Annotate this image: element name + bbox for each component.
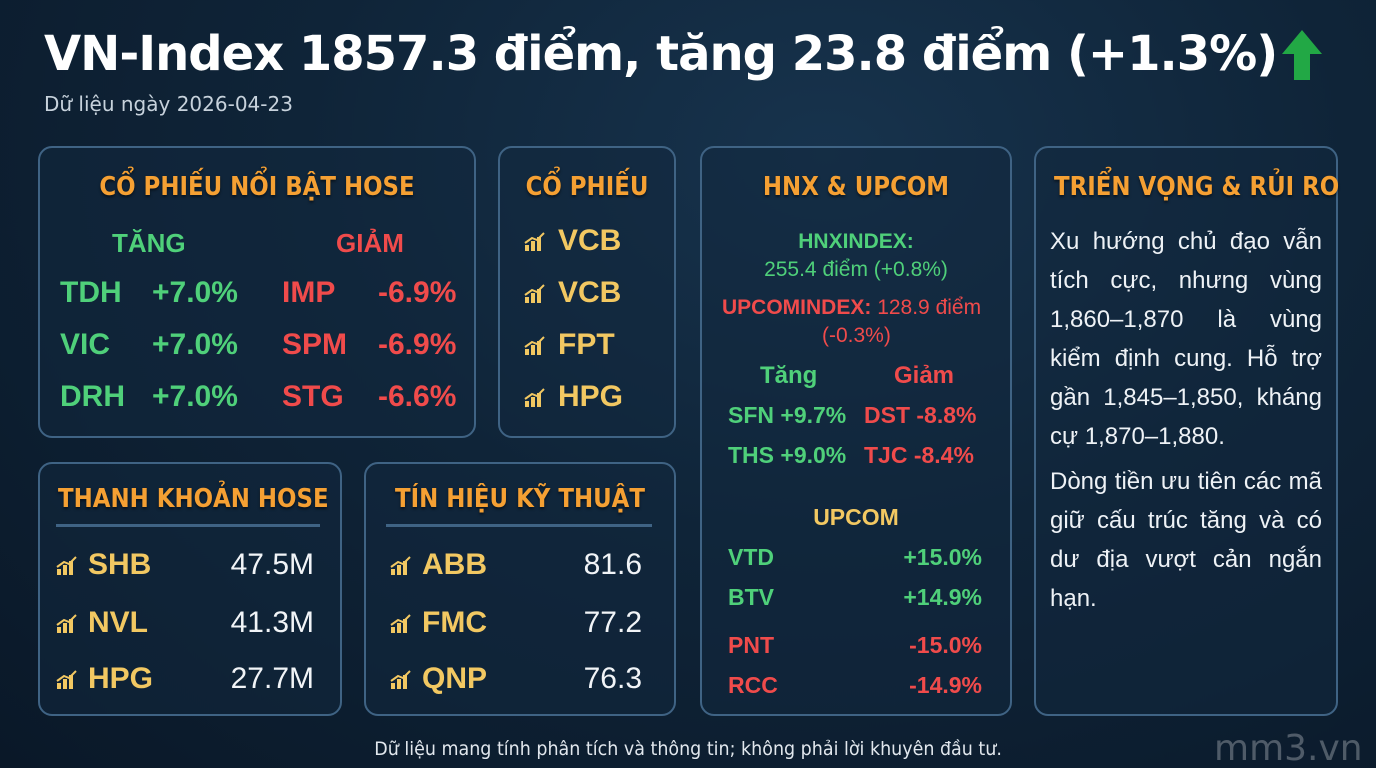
upcom-gainer-change: +14.9% — [903, 584, 982, 610]
upcom-loser-ticker: RCC — [728, 672, 778, 698]
loser-ticker: STG — [282, 380, 344, 413]
liquidity-title: THANH KHOẢN HOSE — [58, 484, 329, 514]
stock-ticker: FPT — [558, 328, 615, 361]
hnx-gainer-row: THS +9.0% — [728, 442, 846, 469]
watermark: mm3.vn — [1214, 728, 1363, 768]
technical-title: TÍN HIỆU KỸ THUẬT — [394, 484, 645, 514]
disclaimer: Dữ liệu mang tính phân tích và thông tin… — [0, 738, 1376, 760]
hnx-gainer-change: +9.7% — [780, 402, 847, 428]
gainer-ticker: TDH — [60, 276, 122, 309]
technical-score: 76.3 — [583, 662, 642, 695]
upcom-index-label: UPCOMINDEX: — [722, 296, 872, 319]
liquidity-ticker: SHB — [88, 548, 152, 581]
hnx-gainer-ticker: SFN — [728, 402, 774, 428]
up-arrow-icon — [1282, 30, 1322, 80]
hnx-upcom-panel: HNX & UPCOM HNXINDEX: 255.4 điểm (+0.8%)… — [700, 146, 1012, 716]
gainer-change: +7.0% — [152, 328, 238, 361]
liquidity-value: 47.5M — [230, 548, 314, 581]
upcom-gainer-ticker: BTV — [728, 584, 774, 610]
outlook-paragraph-1: Xu hướng chủ đạo vẫn tích cực, nhưng vùn… — [1050, 228, 1322, 450]
technical-score: 81.6 — [583, 548, 642, 581]
upcom-gainer-change: +15.0% — [903, 544, 982, 570]
stocks-title: CỔ PHIẾU — [525, 172, 649, 202]
upcom-loser-change: -14.9% — [909, 672, 982, 698]
technical-ticker: QNP — [422, 662, 488, 695]
loser-change: -6.9% — [378, 328, 457, 361]
bar-chart-icon — [56, 556, 77, 575]
upcom-index-value: 128.9 điểm — [877, 296, 982, 319]
upcom-section-title: UPCOM — [813, 504, 899, 530]
hnx-gainer-row: SFN +9.7% — [728, 402, 846, 429]
upcom-loser-change: -15.0% — [909, 632, 982, 658]
technical-panel: TÍN HIỆU KỸ THUẬT ABB 81.6 FMC 77.2 QNP … — [364, 462, 676, 716]
stock-ticker: VCB — [558, 276, 622, 309]
hnx-gainer-ticker: THS — [728, 442, 774, 468]
losers-label: GIẢM — [336, 228, 404, 258]
stock-ticker: HPG — [558, 380, 624, 413]
data-date: Dữ liệu ngày 2026-04-23 — [44, 92, 293, 116]
bar-chart-icon — [524, 388, 545, 407]
stocks-panel: CỔ PHIẾU VCB VCB FPT HPG — [498, 146, 676, 438]
gainer-ticker: VIC — [60, 328, 111, 361]
disclaimer-text: Dữ liệu mang tính phân tích và thông tin… — [374, 738, 1002, 760]
liquidity-panel: THANH KHOẢN HOSE SHB 47.5M NVL 41.3M HPG… — [38, 462, 342, 716]
hnx-loser-row: DST -8.8% — [864, 402, 976, 429]
bar-chart-icon — [524, 232, 545, 251]
bar-chart-icon — [390, 556, 411, 575]
hose-highlights-panel: CỔ PHIẾU NỔI BẬT HOSE TĂNG GIẢM TDH +7.0… — [38, 146, 476, 438]
upcom-index-line: UPCOMINDEX: 128.9 điểm — [722, 296, 981, 320]
hnx-loser-ticker: TJC — [864, 442, 908, 468]
hnx-upcom-title: HNX & UPCOM — [762, 172, 950, 202]
loser-ticker: SPM — [282, 328, 348, 361]
loser-ticker: IMP — [282, 276, 336, 309]
stock-ticker: VCB — [558, 224, 622, 257]
hnx-index-value: 255.4 điểm (+0.8%) — [764, 258, 948, 281]
hnx-loser-change: -8.4% — [913, 442, 974, 468]
bar-chart-icon — [56, 614, 77, 633]
bar-chart-icon — [56, 670, 77, 689]
page-title: VN-Index 1857.3 điểm, tăng 23.8 điểm (+1… — [44, 26, 1278, 82]
title-divider — [386, 524, 652, 527]
loser-change: -6.9% — [378, 276, 457, 309]
hnx-loser-change: -8.8% — [916, 402, 977, 428]
bar-chart-icon — [524, 336, 545, 355]
gainers-label: TĂNG — [112, 228, 186, 258]
outlook-title: TRIỂN VỌNG & RỦI RO — [1054, 172, 1340, 202]
gainer-change: +7.0% — [152, 380, 238, 413]
hnx-losers-label: Giảm — [894, 362, 955, 389]
gainer-ticker: DRH — [60, 380, 125, 413]
hnx-loser-ticker: DST — [864, 402, 910, 428]
technical-ticker: FMC — [422, 606, 487, 639]
loser-change: -6.6% — [378, 380, 457, 413]
hnx-gainers-label: Tăng — [760, 362, 818, 389]
upcom-loser-ticker: PNT — [728, 632, 774, 658]
hose-highlights-title: CỔ PHIẾU NỔI BẬT HOSE — [99, 172, 415, 202]
hnx-loser-row: TJC -8.4% — [864, 442, 974, 469]
upcom-gainer-ticker: VTD — [728, 544, 774, 570]
upcom-index-change: (-0.3%) — [822, 324, 891, 347]
gainer-change: +7.0% — [152, 276, 238, 309]
hnx-gainer-change: +9.0% — [780, 442, 847, 468]
liquidity-ticker: HPG — [88, 662, 154, 695]
outlook-paragraph-2: Dòng tiền ưu tiên các mã giữ cấu trúc tă… — [1050, 468, 1322, 612]
liquidity-value: 27.7M — [230, 662, 314, 695]
liquidity-ticker: NVL — [88, 606, 148, 639]
technical-score: 77.2 — [583, 606, 642, 639]
outlook-panel: TRIỂN VỌNG & RỦI RO Xu hướng chủ đạo vẫn… — [1034, 146, 1340, 716]
bar-chart-icon — [390, 670, 411, 689]
bar-chart-icon — [390, 614, 411, 633]
title-divider — [56, 524, 320, 527]
technical-ticker: ABB — [422, 548, 487, 581]
liquidity-value: 41.3M — [230, 606, 314, 639]
bar-chart-icon — [524, 284, 545, 303]
hnx-index-label: HNXINDEX: — [798, 230, 914, 253]
